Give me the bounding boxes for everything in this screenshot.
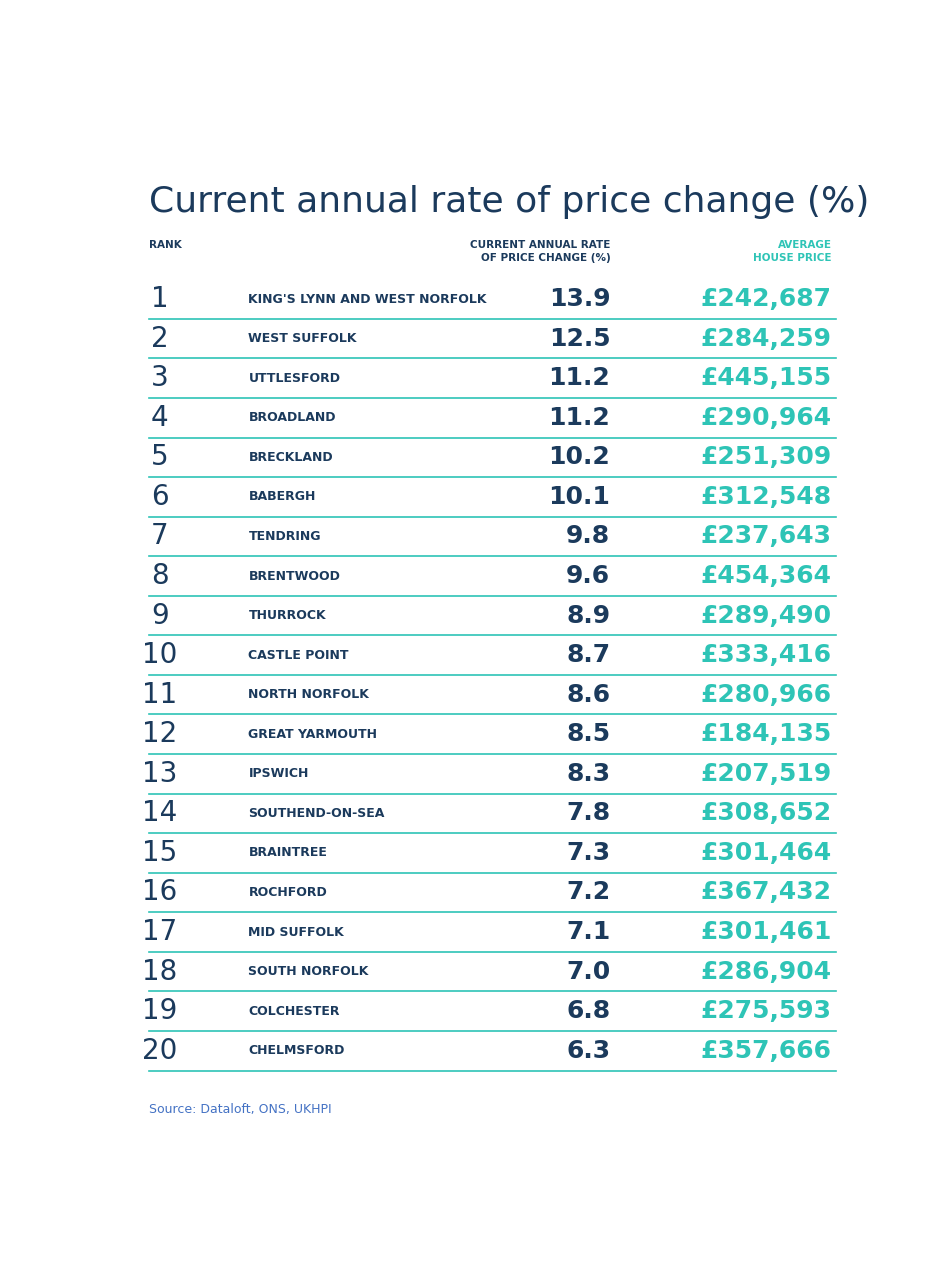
Text: 9.6: 9.6 [565,564,609,588]
Text: 6.8: 6.8 [565,999,609,1024]
Text: 15: 15 [142,838,177,866]
Text: 10.1: 10.1 [547,484,609,509]
Text: 2: 2 [150,325,169,353]
Text: £301,461: £301,461 [700,920,831,944]
Text: 7.0: 7.0 [565,960,609,984]
Text: £290,964: £290,964 [700,406,831,429]
Text: 7: 7 [150,523,169,551]
Text: 11: 11 [142,681,177,709]
Text: £275,593: £275,593 [700,999,831,1024]
Text: 6: 6 [150,483,169,511]
Text: 13: 13 [142,760,177,787]
Text: 8.6: 8.6 [565,682,609,707]
Text: 16: 16 [142,878,177,906]
Text: 1: 1 [150,285,169,313]
Text: SOUTH NORFOLK: SOUTH NORFOLK [248,965,368,978]
Text: £184,135: £184,135 [700,722,831,746]
Text: 9: 9 [150,602,169,630]
Text: 10: 10 [142,642,177,670]
Text: 7.3: 7.3 [565,841,609,865]
Text: CASTLE POINT: CASTLE POINT [248,649,348,662]
Text: 12: 12 [142,721,177,748]
Text: 9.8: 9.8 [565,524,609,548]
Text: 12.5: 12.5 [548,327,609,350]
Text: 8.7: 8.7 [565,643,609,667]
Text: SOUTHEND-ON-SEA: SOUTHEND-ON-SEA [248,806,385,820]
Text: 8.9: 8.9 [565,603,609,627]
Text: £454,364: £454,364 [700,564,831,588]
Text: WEST SUFFOLK: WEST SUFFOLK [248,332,356,345]
Text: NORTH NORFOLK: NORTH NORFOLK [248,688,368,702]
Text: 7.2: 7.2 [565,881,609,905]
Text: CHELMSFORD: CHELMSFORD [248,1044,345,1057]
Text: 13.9: 13.9 [548,288,609,311]
Text: £301,464: £301,464 [700,841,831,865]
Text: 7.8: 7.8 [565,801,609,826]
Text: 18: 18 [142,957,177,985]
Text: £367,432: £367,432 [700,881,831,905]
Text: RANK: RANK [149,240,181,250]
Text: £357,666: £357,666 [700,1039,831,1063]
Text: £242,687: £242,687 [700,288,831,311]
Text: £445,155: £445,155 [700,367,831,390]
Text: £308,652: £308,652 [700,801,831,826]
Text: £237,643: £237,643 [700,524,831,548]
Text: IPSWICH: IPSWICH [248,767,308,781]
Text: GREAT YARMOUTH: GREAT YARMOUTH [248,727,377,741]
Text: 4: 4 [150,404,169,432]
Text: 6.3: 6.3 [565,1039,609,1063]
Text: 7.1: 7.1 [565,920,609,944]
Text: BRENTWOOD: BRENTWOOD [248,570,340,583]
Text: 17: 17 [142,918,177,946]
Text: 3: 3 [150,364,169,392]
Text: UTTLESFORD: UTTLESFORD [248,372,340,385]
Text: 14: 14 [142,799,177,827]
Text: Source: Dataloft, ONS, UKHPI: Source: Dataloft, ONS, UKHPI [149,1103,331,1116]
Text: 11.2: 11.2 [548,406,609,429]
Text: 19: 19 [142,997,177,1025]
Text: £251,309: £251,309 [700,445,831,469]
Text: 8: 8 [150,562,169,590]
Text: Current annual rate of price change (%): Current annual rate of price change (%) [149,185,868,219]
Text: £286,904: £286,904 [700,960,831,984]
Text: THURROCK: THURROCK [248,610,326,622]
Text: 5: 5 [150,443,169,472]
Text: 10.2: 10.2 [548,445,609,469]
Text: £289,490: £289,490 [700,603,831,627]
Text: BRAINTREE: BRAINTREE [248,846,327,859]
Text: MID SUFFOLK: MID SUFFOLK [248,925,344,938]
Text: BABERGH: BABERGH [248,491,315,504]
Text: KING'S LYNN AND WEST NORFOLK: KING'S LYNN AND WEST NORFOLK [248,293,486,305]
Text: TENDRING: TENDRING [248,530,321,543]
Text: ROCHFORD: ROCHFORD [248,886,327,898]
Text: £333,416: £333,416 [700,643,831,667]
Text: £312,548: £312,548 [700,484,831,509]
Text: AVERAGE
HOUSE PRICE: AVERAGE HOUSE PRICE [753,240,831,263]
Text: £284,259: £284,259 [700,327,831,350]
Text: BROADLAND: BROADLAND [248,412,335,424]
Text: 11.2: 11.2 [548,367,609,390]
Text: 8.3: 8.3 [565,762,609,786]
Text: COLCHESTER: COLCHESTER [248,1005,340,1017]
Text: £207,519: £207,519 [700,762,831,786]
Text: BRECKLAND: BRECKLAND [248,451,332,464]
Text: CURRENT ANNUAL RATE
OF PRICE CHANGE (%): CURRENT ANNUAL RATE OF PRICE CHANGE (%) [469,240,609,263]
Text: 8.5: 8.5 [565,722,609,746]
Text: £280,966: £280,966 [700,682,831,707]
Text: 20: 20 [142,1036,177,1065]
